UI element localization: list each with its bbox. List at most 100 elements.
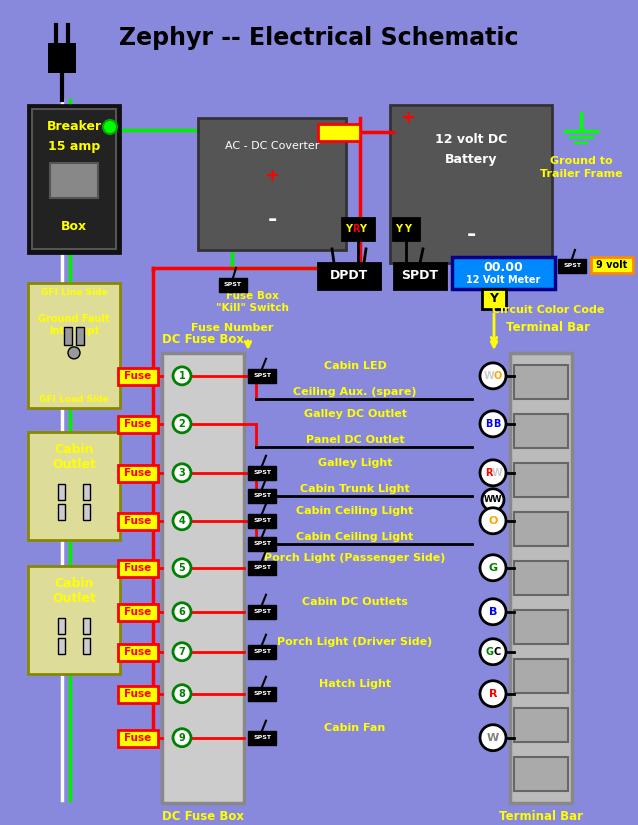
Text: Y: Y [489,292,498,305]
Bar [514,365,568,398]
Bar [118,464,158,482]
Bar [393,218,419,240]
Bar [248,369,276,383]
Circle shape [482,488,504,511]
Text: 4: 4 [179,516,186,526]
Bar [28,566,120,674]
Text: Galley Light: Galley Light [318,458,392,468]
Text: 9 volt: 9 volt [597,260,628,270]
Text: Porch Light (Driver Side): Porch Light (Driver Side) [278,637,433,647]
Text: 1: 1 [179,371,186,381]
Bar [58,618,65,634]
Text: 00.00: 00.00 [484,262,523,275]
Text: 9: 9 [179,733,186,742]
Text: Y: Y [359,224,366,234]
Text: Fuse: Fuse [124,468,152,478]
Text: Y: Y [404,224,412,234]
Text: GFI Load Side: GFI Load Side [39,395,109,404]
Text: Fuse Number: Fuse Number [191,323,273,332]
Text: 3: 3 [179,468,186,478]
Text: GFI Line Side: GFI Line Side [41,289,107,297]
Text: G: G [489,563,498,573]
Text: Terminal Bar: Terminal Bar [506,322,590,334]
Bar [514,610,568,644]
Text: O: O [488,516,498,526]
Circle shape [173,367,191,384]
Text: SPST: SPST [253,691,271,696]
Bar [50,163,98,198]
Text: Cabin Fan: Cabin Fan [324,723,385,733]
Text: Cabin Ceiling Light: Cabin Ceiling Light [297,506,413,516]
Bar [248,605,276,619]
Bar [118,416,158,433]
Bar [28,283,120,408]
Bar [248,686,276,700]
Text: Y: Y [346,224,353,234]
Circle shape [480,639,506,665]
Bar [58,638,65,653]
Bar [591,257,633,273]
Circle shape [480,724,506,751]
Bar [118,560,158,577]
Circle shape [173,685,191,703]
Text: SPST: SPST [253,565,271,570]
Bar [58,483,65,500]
Circle shape [480,363,506,389]
Bar [118,644,158,661]
Text: DC Fuse Box: DC Fuse Box [162,810,244,823]
Bar [118,604,158,620]
Text: R: R [486,468,493,478]
Bar [248,537,276,551]
Circle shape [480,508,506,534]
Text: DPDT: DPDT [330,270,368,282]
Circle shape [480,599,506,625]
Text: Porch Light (Passenger Side): Porch Light (Passenger Side) [264,553,446,563]
Bar [32,109,116,249]
Text: Cabin: Cabin [54,578,94,590]
Text: WW: WW [484,495,502,504]
Text: B: B [493,419,501,429]
Circle shape [103,120,117,134]
Text: Fuse: Fuse [124,371,152,381]
Text: Fuse: Fuse [326,127,352,137]
Text: SPST: SPST [253,493,271,498]
Bar [514,757,568,790]
Text: Fuse: Fuse [124,516,152,526]
Text: -: - [466,225,476,245]
Text: Panel DC Outlet: Panel DC Outlet [306,435,404,445]
Text: +: + [401,109,415,127]
Text: SPST: SPST [253,735,271,740]
Circle shape [173,415,191,433]
Text: -: - [267,210,277,230]
Text: Cabin DC Outlets: Cabin DC Outlets [302,596,408,606]
Circle shape [173,728,191,747]
Bar [219,278,247,292]
Text: 2: 2 [179,419,186,429]
Bar [64,327,72,345]
Bar [452,257,555,289]
Circle shape [173,603,191,620]
Text: 8: 8 [179,689,186,699]
Text: Breaker: Breaker [47,120,101,134]
Bar [248,731,276,745]
Circle shape [173,643,191,661]
Text: R: R [352,224,360,234]
Bar [58,504,65,520]
Text: Fuse: Fuse [124,606,152,617]
Bar [28,105,120,253]
Bar [318,263,380,289]
Bar [394,263,446,289]
Text: SPST: SPST [253,649,271,654]
Text: Fuse: Fuse [124,647,152,657]
Bar [83,483,90,500]
Text: Fuse: Fuse [124,419,152,429]
Text: 5: 5 [179,563,186,573]
Text: Ground Fault
Interrupt: Ground Fault Interrupt [38,314,110,336]
Text: Ground to: Ground to [550,156,612,166]
Text: Cabin Trunk Light: Cabin Trunk Light [300,483,410,494]
Bar [198,118,346,250]
Text: Circuit Color Code: Circuit Color Code [492,305,604,315]
Text: SPST: SPST [253,374,271,379]
Text: 7: 7 [179,647,186,657]
Bar [83,618,90,634]
